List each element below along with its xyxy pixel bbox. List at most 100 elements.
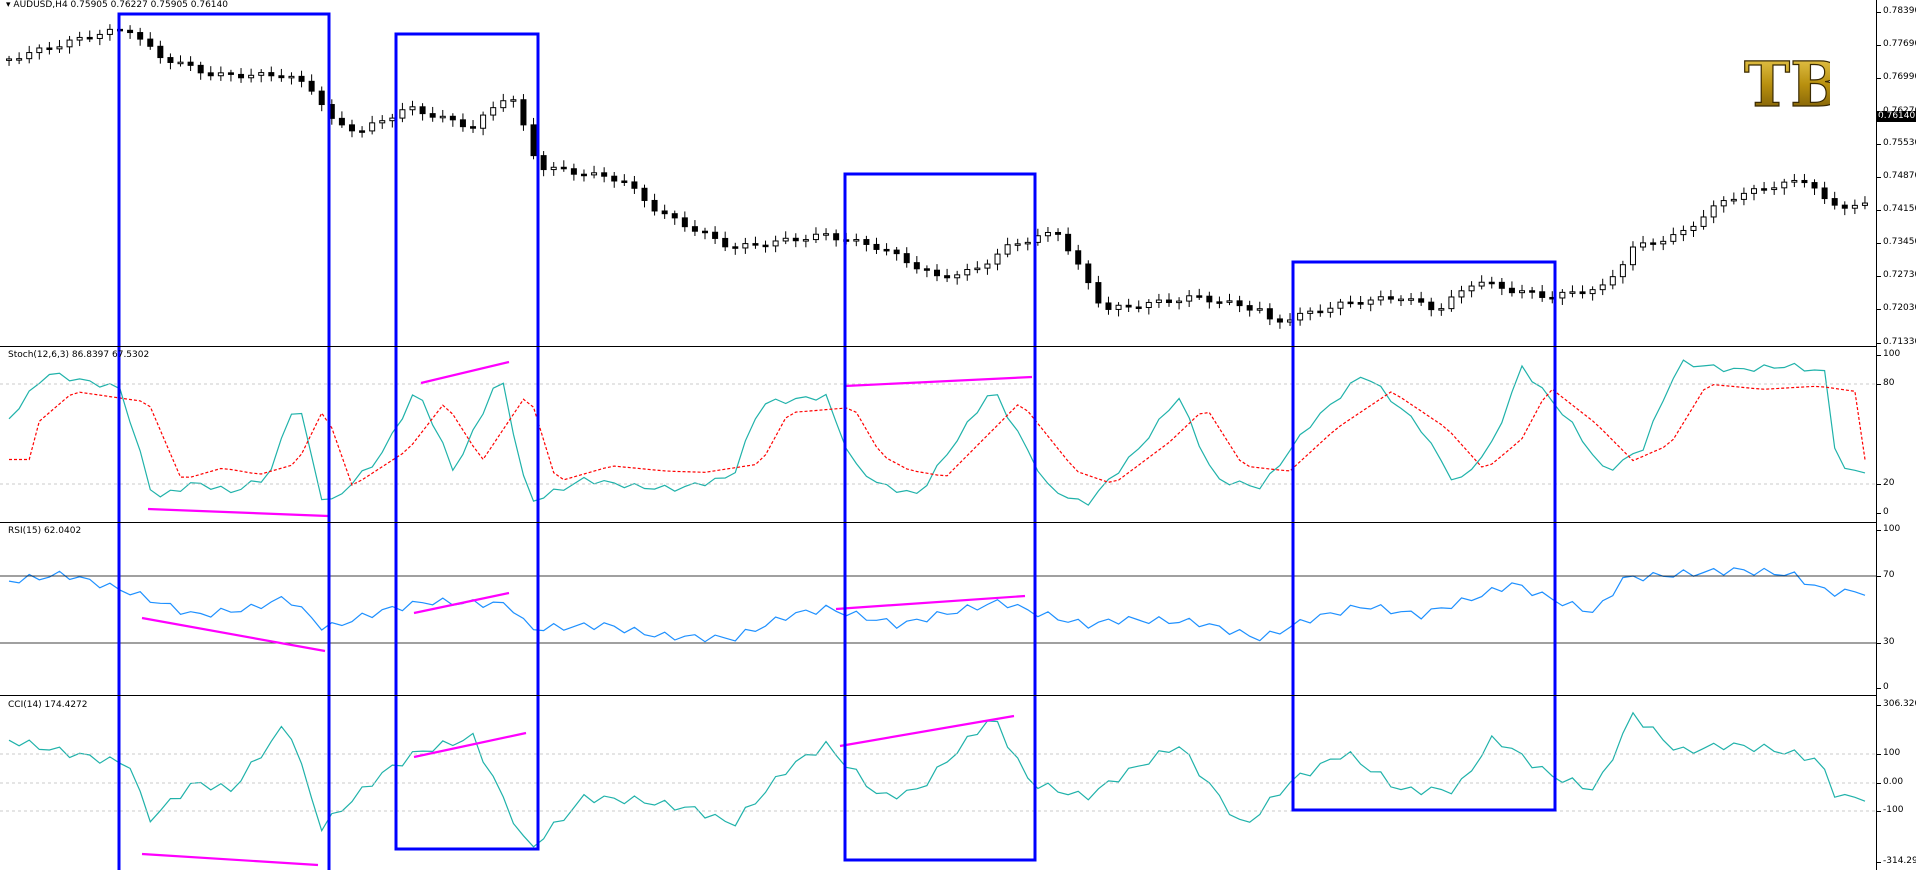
candle	[1024, 237, 1031, 251]
scale-tick	[1877, 243, 1881, 244]
candle	[742, 237, 749, 254]
candle	[258, 69, 265, 83]
candle	[1791, 173, 1798, 188]
candle	[46, 41, 53, 55]
candle	[127, 25, 134, 39]
scale-tick	[1877, 705, 1881, 706]
candle	[812, 227, 819, 244]
candle	[419, 103, 426, 121]
candle	[1196, 288, 1203, 300]
pane-separator[interactable]	[0, 522, 1876, 523]
candle	[318, 86, 325, 112]
candle	[1246, 300, 1253, 317]
pane-separator[interactable]	[0, 346, 1876, 347]
cci-line	[8, 711, 1866, 848]
candle	[470, 120, 477, 133]
price-scale[interactable]	[1876, 0, 1916, 870]
scale-tick	[1877, 355, 1881, 356]
candle	[1660, 235, 1667, 251]
scale-tick	[1877, 210, 1881, 211]
highlight-box[interactable]	[117, 12, 331, 870]
scale-tick	[1877, 309, 1881, 310]
divergence-line	[844, 375, 1033, 388]
candle	[389, 113, 396, 128]
candle	[1831, 191, 1838, 210]
candle	[591, 165, 598, 179]
highlight-box[interactable]	[394, 32, 540, 851]
candle	[1226, 293, 1233, 306]
scale-tick	[1877, 783, 1881, 784]
candle	[1044, 226, 1051, 242]
candle	[1650, 238, 1657, 251]
candle	[1337, 298, 1344, 316]
candle	[227, 69, 234, 82]
symbol-header: ▾ AUDUSD,H4 0.75905 0.76227 0.75905 0.76…	[6, 0, 228, 10]
indicator-levels	[0, 383, 1876, 812]
candle	[217, 66, 224, 81]
candle	[691, 220, 698, 236]
divergence-lines	[141, 360, 1033, 867]
candle	[540, 151, 547, 177]
candle	[570, 163, 577, 181]
stoch-scale-label: 0	[1883, 507, 1889, 517]
candle	[601, 167, 608, 183]
candle	[1539, 285, 1546, 302]
dropdown-arrow-icon[interactable]: ▾	[6, 0, 11, 10]
candle	[1468, 281, 1475, 298]
candle	[550, 162, 557, 176]
candle	[611, 171, 618, 188]
chart-canvas[interactable]	[0, 0, 1876, 870]
candle	[399, 102, 406, 123]
candle	[1145, 299, 1152, 315]
candle	[1529, 286, 1536, 299]
tb-logo: TB	[1743, 47, 1830, 120]
candle	[631, 175, 638, 194]
candle	[1841, 201, 1848, 216]
rsi-scale-label: 100	[1883, 524, 1901, 534]
rsi-scale-label: 0	[1883, 682, 1889, 692]
cci-scale-label: -100	[1883, 805, 1904, 815]
candle	[26, 45, 33, 64]
candle	[278, 68, 285, 82]
pane-separator[interactable]	[0, 695, 1876, 696]
candle	[137, 27, 144, 46]
candle	[1266, 303, 1273, 326]
candle	[1448, 289, 1455, 312]
candle	[1720, 196, 1727, 213]
candle	[500, 93, 507, 112]
candle	[1579, 285, 1586, 299]
stoch-label: Stoch(12,6,3) 86.8397 67.5302	[8, 350, 150, 360]
candle	[1861, 196, 1868, 210]
highlight-box[interactable]	[843, 172, 1037, 862]
divergence-line	[141, 852, 319, 867]
candle	[409, 100, 416, 116]
candle	[1761, 181, 1768, 194]
highlight-box[interactable]	[1291, 260, 1557, 812]
candle	[1700, 209, 1707, 230]
candle	[641, 184, 648, 208]
candle	[863, 235, 870, 252]
scale-tick	[1877, 276, 1881, 277]
candle	[681, 211, 688, 232]
candle	[1135, 300, 1142, 313]
candle	[348, 119, 355, 138]
candle	[480, 111, 487, 136]
scale-tick	[1877, 484, 1881, 485]
candle	[1317, 304, 1324, 317]
cci-scale-label: 306.3206	[1883, 699, 1916, 709]
candle	[1014, 238, 1021, 252]
candle	[449, 113, 456, 127]
candle	[147, 32, 154, 50]
candle	[913, 256, 920, 274]
candle	[76, 31, 83, 47]
candle	[671, 210, 678, 225]
stoch-scale-label: 100	[1883, 349, 1901, 359]
candle	[439, 109, 446, 123]
candle	[1297, 307, 1304, 326]
candle	[238, 68, 245, 83]
